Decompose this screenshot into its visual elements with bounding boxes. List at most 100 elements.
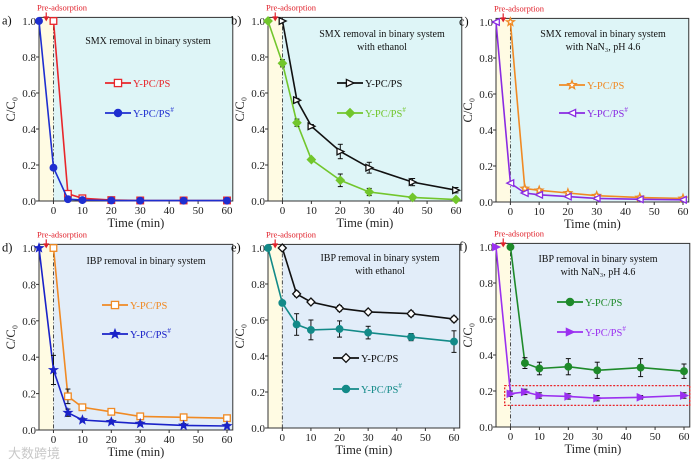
- triangle-right-open-marker: [307, 121, 317, 131]
- square-open-marker: [49, 17, 58, 25]
- square-open-marker: [78, 403, 87, 412]
- diamond-filled-marker: [364, 187, 375, 197]
- legend-entry: Y-PC/PS: [557, 297, 623, 309]
- y-tick-label: 0.0: [22, 425, 36, 437]
- circle-filled-marker: [450, 337, 458, 346]
- legend-label: Y-PC/PS#: [585, 325, 626, 339]
- star-open-marker: [533, 184, 545, 196]
- star-filled-marker: [109, 327, 121, 340]
- x-tick-label: 50: [649, 206, 661, 218]
- triangle-left-open-marker: [562, 192, 572, 201]
- plot-background: [282, 17, 462, 202]
- triangle-right-filled-marker: [506, 389, 516, 399]
- y-tick-label: 0.6: [479, 89, 493, 101]
- legend-entry: Y-PC/PS: [105, 78, 171, 90]
- diamond-filled-marker: [344, 107, 356, 119]
- legend-label: Y-PC/PS: [365, 79, 403, 90]
- panel-b: 0 10 20 30 40 50 60 0.0 0.2 0.4 0.6 0.8 1.0 Time (min…: [231, 2, 463, 230]
- plot-background: [510, 18, 689, 203]
- x-axis-label: Time (min): [107, 216, 164, 230]
- legend-superscript: #: [624, 106, 628, 114]
- y-tick-label: 0.2: [479, 161, 493, 173]
- panel-label: c): [459, 14, 469, 28]
- x-tick-label: 40: [620, 206, 632, 218]
- diamond-filled-marker: [277, 58, 288, 69]
- circle-filled-marker: [636, 363, 645, 372]
- diamond-open-marker: [334, 303, 345, 314]
- pre-adsorption-arrowhead-icon: [43, 16, 50, 22]
- y-tick-label: 0.2: [22, 389, 36, 401]
- star-open-marker: [519, 182, 531, 194]
- y-tick-label: 1.0: [251, 243, 265, 255]
- legend-entry: Y-PC/PS#: [557, 325, 626, 339]
- circle-filled-marker: [278, 298, 287, 307]
- y-axis-label: C/C₀: [4, 97, 18, 122]
- y-tick-label: 0.4: [22, 352, 36, 364]
- triangle-right-filled-marker: [680, 391, 690, 400]
- star-filled-marker: [33, 242, 45, 253]
- diamond-open-marker: [406, 308, 416, 319]
- diamond-filled-marker: [306, 154, 317, 165]
- star-open-marker: [566, 78, 578, 91]
- square-open-marker: [110, 300, 120, 310]
- series-y-pc-ps-hash: [33, 242, 233, 431]
- x-tick-label: 50: [193, 205, 205, 217]
- star-filled-marker: [76, 414, 89, 425]
- series-y-pc-ps-hash: [35, 17, 231, 205]
- y-tick-label: 1.0: [251, 16, 265, 28]
- legend-entry: Y-PC/PS: [337, 78, 403, 90]
- square-open-marker: [179, 413, 188, 422]
- circle-filled-marker: [680, 367, 688, 376]
- x-axis-label: Time (min): [335, 443, 392, 457]
- circle-filled-marker: [179, 196, 188, 205]
- triangle-right-open-marker: [365, 163, 375, 173]
- legend-entry: Y-PC/PS#: [102, 327, 171, 341]
- x-axis-label: Time (min): [107, 445, 164, 459]
- y-tick-label: 0.8: [479, 278, 493, 290]
- y-tick-label: 0.6: [251, 315, 265, 327]
- circle-filled-marker: [335, 325, 344, 333]
- y-tick-label: 0.2: [251, 160, 265, 172]
- square-open-marker: [63, 392, 72, 401]
- diamond-filled-marker: [292, 117, 302, 128]
- triangle-right-open-marker: [408, 177, 418, 187]
- panel-title: IBP removal in binary system: [86, 256, 205, 267]
- legend-label: Y-PC/PS: [133, 79, 171, 90]
- legend-label: Y-PC/PS: [361, 354, 399, 365]
- triangle-left-open-marker: [533, 190, 544, 200]
- panel-label: a): [2, 13, 12, 27]
- circle-filled-marker: [113, 108, 123, 118]
- triangle-right-filled-marker: [564, 392, 574, 401]
- circle-filled-marker: [264, 244, 272, 252]
- triangle-left-open-marker: [591, 194, 601, 203]
- y-axis-label: C/C₀: [461, 323, 475, 348]
- pre-adsorption-label: Pre-adsorption: [37, 2, 88, 12]
- triangle-right-filled-marker: [593, 393, 603, 403]
- pre-adsorption-label: Pre-adsorption: [266, 2, 317, 12]
- x-tick-label: 0: [280, 205, 286, 217]
- circle-filled-marker: [63, 195, 72, 204]
- legend-superscript: #: [398, 382, 402, 390]
- y-tick-label: 0.6: [22, 88, 36, 100]
- circle-filled-marker: [535, 364, 544, 373]
- series-line: [38, 247, 228, 427]
- panel-title: SMX removal in binary system: [540, 29, 666, 40]
- panel-label: d): [2, 240, 12, 254]
- triangle-left-open-marker: [566, 108, 577, 118]
- y-tick-label: 0.2: [22, 160, 36, 172]
- star-open-marker: [504, 16, 517, 27]
- x-tick-label: 10: [77, 205, 89, 217]
- x-axis-label: Time (min): [564, 442, 621, 456]
- plot-frame: [495, 17, 690, 203]
- circle-filled-marker: [292, 320, 301, 329]
- y-tick-label: 0.4: [479, 125, 493, 137]
- triangle-right-filled-marker: [520, 387, 531, 397]
- legend-entry: Y-PC/PS: [559, 78, 625, 92]
- x-tick-label: 20: [562, 206, 574, 218]
- triangle-left-open-marker: [505, 178, 515, 188]
- x-tick-label: 30: [364, 205, 376, 217]
- x-tick-label: 50: [650, 431, 662, 443]
- plot-background: [53, 244, 233, 430]
- legend-label: Y-PC/PS: [130, 301, 168, 312]
- y-tick-label: 0.8: [22, 52, 36, 64]
